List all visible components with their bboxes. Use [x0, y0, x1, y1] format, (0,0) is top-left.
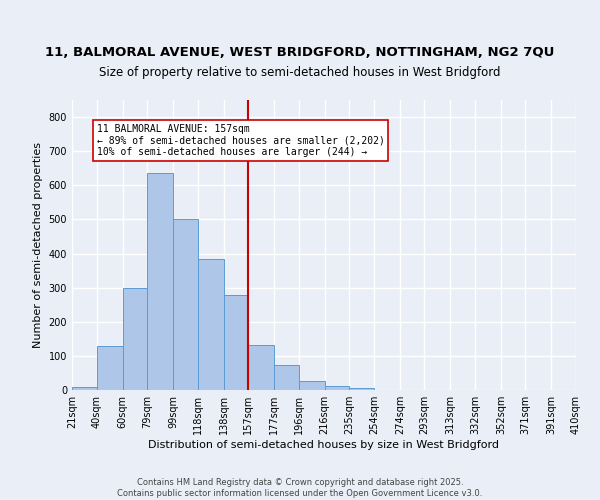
- Text: Contains HM Land Registry data © Crown copyright and database right 2025.
Contai: Contains HM Land Registry data © Crown c…: [118, 478, 482, 498]
- Bar: [325, 386, 349, 390]
- Bar: [97, 346, 122, 390]
- Bar: [299, 382, 325, 390]
- Bar: [349, 388, 374, 390]
- Bar: [248, 346, 274, 390]
- Bar: [173, 220, 197, 390]
- Bar: [147, 174, 173, 390]
- Bar: [197, 260, 224, 390]
- Text: 11 BALMORAL AVENUE: 157sqm
← 89% of semi-detached houses are smaller (2,202)
10%: 11 BALMORAL AVENUE: 157sqm ← 89% of semi…: [97, 124, 385, 157]
- Bar: [72, 386, 97, 390]
- Bar: [122, 288, 147, 390]
- Y-axis label: Number of semi-detached properties: Number of semi-detached properties: [33, 142, 43, 348]
- Text: 11, BALMORAL AVENUE, WEST BRIDGFORD, NOTTINGHAM, NG2 7QU: 11, BALMORAL AVENUE, WEST BRIDGFORD, NOT…: [46, 46, 554, 59]
- Bar: [274, 366, 299, 390]
- X-axis label: Distribution of semi-detached houses by size in West Bridgford: Distribution of semi-detached houses by …: [149, 440, 499, 450]
- Bar: [224, 295, 248, 390]
- Text: Size of property relative to semi-detached houses in West Bridgford: Size of property relative to semi-detach…: [99, 66, 501, 79]
